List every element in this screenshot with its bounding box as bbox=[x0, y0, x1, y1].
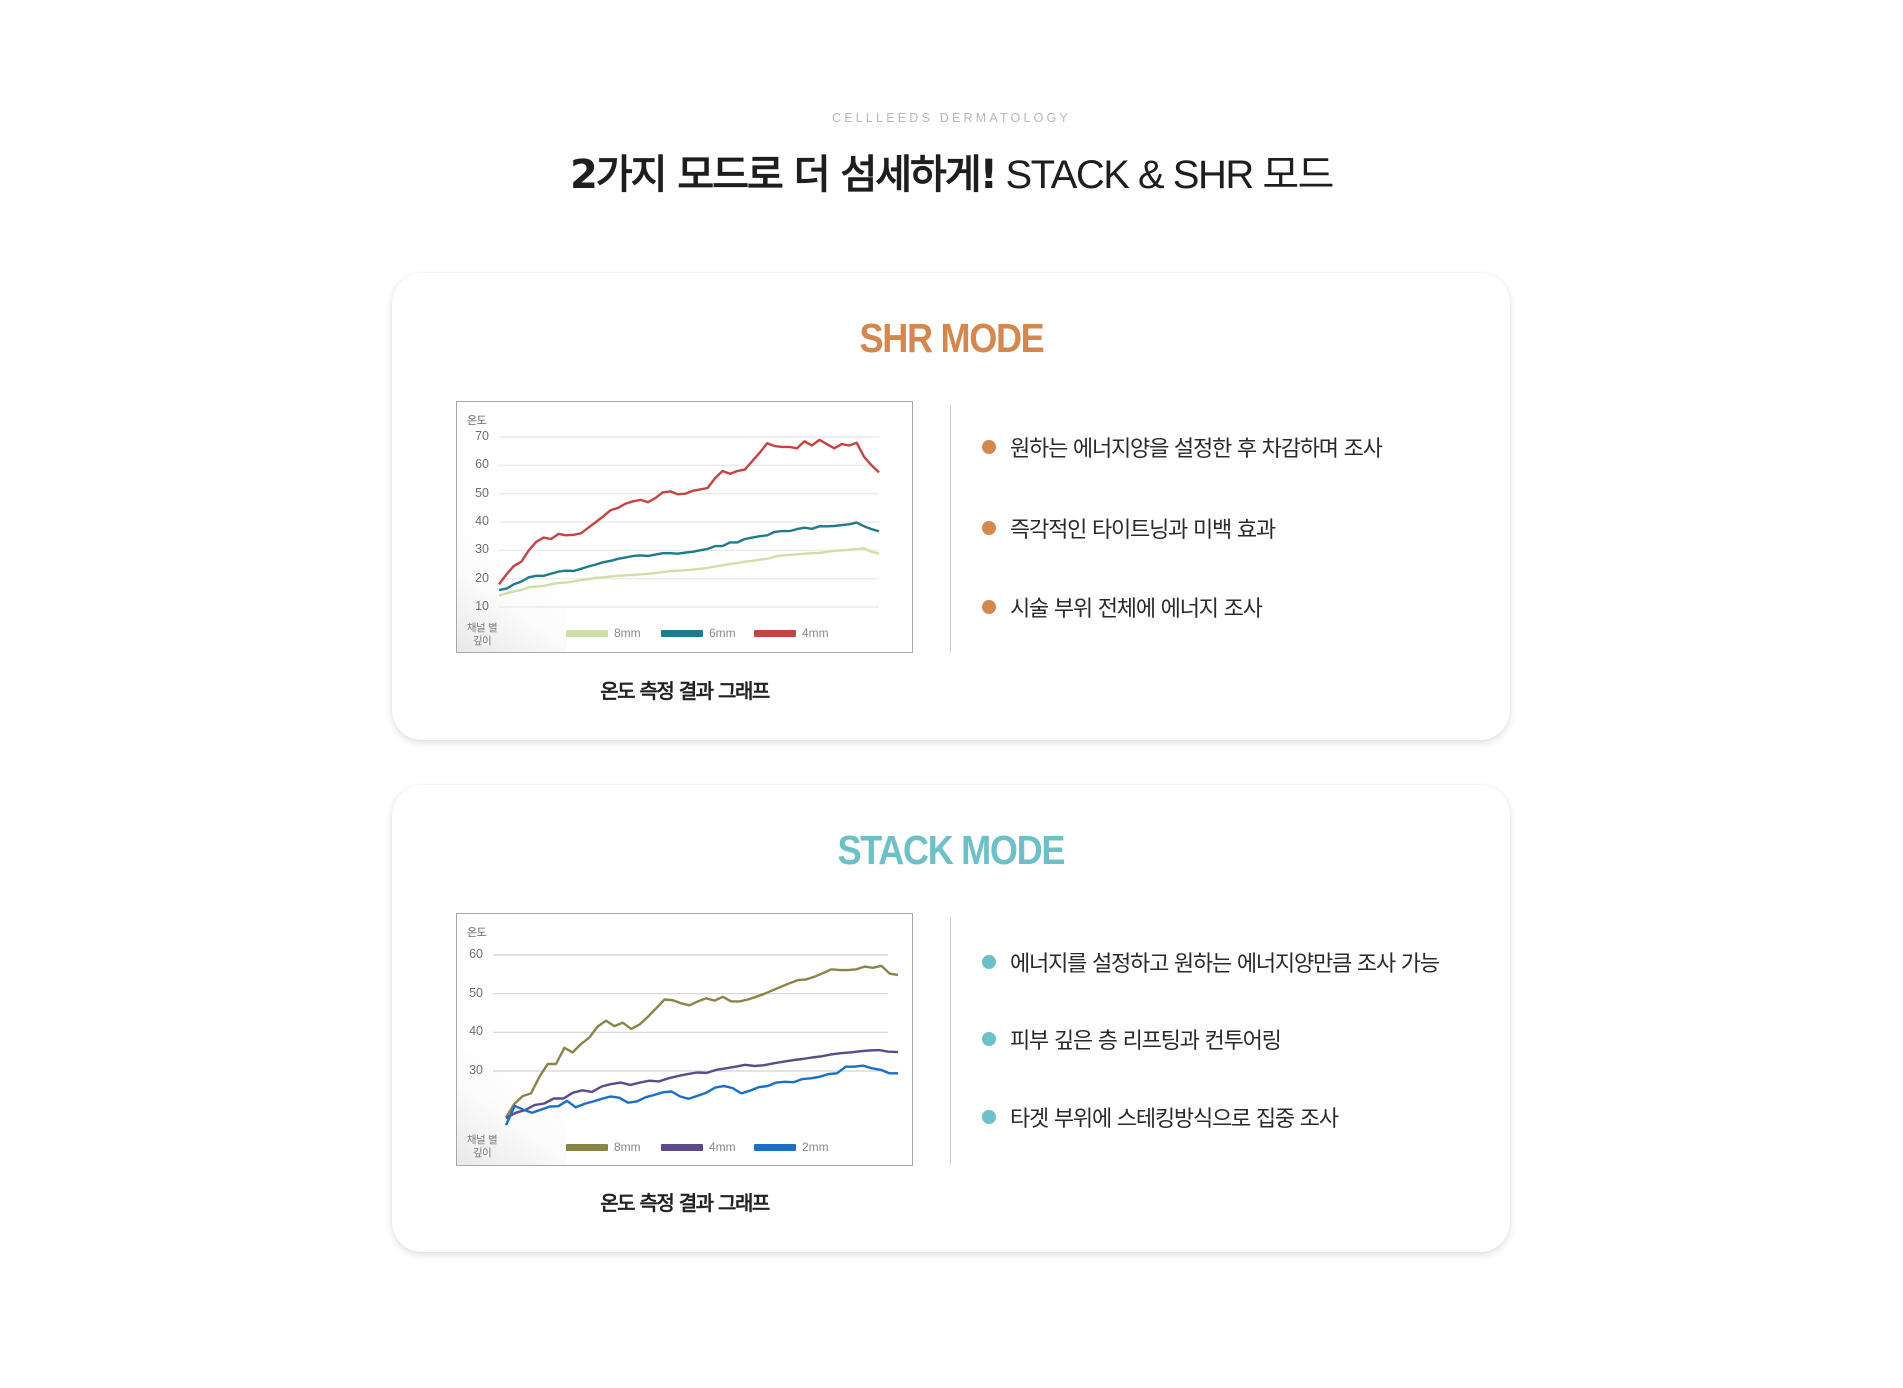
x-axis-title: 채널 별 깊이 bbox=[466, 1134, 498, 1159]
legend-label: 8mm bbox=[614, 1140, 641, 1154]
shr-mode-card: SHR MODE 온도 10 20 30 40 50 60 70 채널 별 깊이 8mm 6mm… bbox=[392, 273, 1510, 740]
legend-swatch-icon bbox=[566, 629, 608, 637]
legend-label: 8mm bbox=[614, 626, 641, 640]
y-tick-label: 40 bbox=[475, 514, 489, 528]
legend-item: 8mm bbox=[566, 626, 641, 640]
stack-mode-title: STACK MODE bbox=[392, 827, 1510, 873]
y-tick-label: 60 bbox=[475, 457, 489, 472]
y-tick-label: 30 bbox=[469, 1063, 483, 1077]
feature-item: 시술 부위 전체에 에너지 조사 bbox=[982, 592, 1263, 622]
feature-item: 에너지를 설정하고 원하는 에너지양만큼 조사 가능 bbox=[982, 947, 1440, 977]
divider bbox=[950, 405, 951, 653]
feature-item: 피부 깊은 층 리프팅과 컨투어링 bbox=[982, 1024, 1282, 1054]
series-line-6mm bbox=[498, 521, 880, 592]
legend-item: 4mm bbox=[754, 626, 829, 640]
y-tick-label: 20 bbox=[475, 570, 489, 585]
chart-shade bbox=[457, 522, 567, 652]
legend-item: 4mm bbox=[661, 1140, 736, 1154]
brand-eyebrow: CELLLEEDS DERMATOLOGY bbox=[831, 111, 1071, 125]
shr-mode-title-text: SHR MODE bbox=[859, 315, 1044, 361]
bullet-dot-icon bbox=[982, 1110, 996, 1124]
shr-temperature-chart: 온도 10 20 30 40 50 60 70 채널 별 깊이 8mm 6mm 4mm bbox=[456, 401, 913, 653]
bullet-dot-icon bbox=[982, 521, 996, 535]
feature-text: 즉각적인 타이트닝과 미백 효과 bbox=[1010, 518, 1276, 543]
legend-label: 6mm bbox=[709, 626, 736, 640]
shr-chart-plot bbox=[498, 436, 880, 608]
shr-chart-caption: 온도 측정 결과 그래프 bbox=[600, 679, 770, 703]
feature-text: 시술 부위 전체에 에너지 조사 bbox=[1010, 597, 1263, 622]
page-title: 2가지 모드로 더 섬세하게! STACK & SHR 모드 bbox=[0, 150, 1903, 200]
stack-mode-card: STACK MODE 온도 30 40 50 60 채널 별 깊이 8mm 4mm 2mm … bbox=[392, 785, 1510, 1252]
legend-label: 4mm bbox=[709, 1140, 736, 1154]
y-tick-label: 50 bbox=[475, 485, 489, 500]
feature-text: 원하는 에너지양을 설정한 후 차감하며 조사 bbox=[1010, 437, 1383, 462]
feature-text: 피부 깊은 층 리프팅과 컨투어링 bbox=[1010, 1029, 1282, 1054]
stack-chart-caption: 온도 측정 결과 그래프 bbox=[600, 1191, 770, 1215]
legend-item: 8mm bbox=[566, 1140, 641, 1154]
legend-item: 2mm bbox=[754, 1140, 829, 1154]
y-tick-label: 60 bbox=[469, 947, 483, 961]
feature-item: 즉각적인 타이트닝과 미백 효과 bbox=[982, 513, 1276, 543]
feature-item: 원하는 에너지양을 설정한 후 차감하며 조사 bbox=[982, 432, 1383, 462]
y-tick-label: 30 bbox=[475, 542, 489, 557]
y-tick-label: 50 bbox=[469, 985, 483, 1000]
stack-temperature-chart: 온도 30 40 50 60 채널 별 깊이 8mm 4mm 2mm bbox=[456, 913, 913, 1166]
page-title-light: STACK & SHR 모드 bbox=[995, 153, 1335, 197]
y-tick-label: 70 bbox=[475, 429, 489, 443]
page-title-bold: 2가지 모드로 더 섬세하게! bbox=[570, 152, 998, 198]
legend-swatch-icon bbox=[661, 1143, 703, 1151]
y-tick-label: 40 bbox=[469, 1024, 483, 1039]
feature-text: 타겟 부위에 스테킹방식으로 집중 조사 bbox=[1010, 1107, 1339, 1132]
legend-item: 6mm bbox=[661, 626, 736, 640]
legend-swatch-icon bbox=[566, 1143, 608, 1151]
legend-label: 4mm bbox=[802, 626, 829, 640]
divider bbox=[950, 917, 951, 1165]
stack-chart-plot bbox=[493, 954, 899, 1126]
legend-label: 2mm bbox=[802, 1140, 829, 1154]
bullet-dot-icon bbox=[982, 1032, 996, 1046]
bullet-dot-icon bbox=[982, 955, 996, 969]
feature-item: 타겟 부위에 스테킹방식으로 집중 조사 bbox=[982, 1102, 1339, 1132]
stack-mode-title-text: STACK MODE bbox=[837, 827, 1066, 873]
bullet-dot-icon bbox=[982, 600, 996, 614]
bullet-dot-icon bbox=[982, 440, 996, 454]
legend-swatch-icon bbox=[661, 629, 703, 637]
series-line-4mm bbox=[498, 438, 880, 586]
y-axis-title: 온도 bbox=[467, 926, 487, 939]
series-line-8mm bbox=[498, 547, 880, 597]
x-axis-title: 채널 별 깊이 bbox=[466, 622, 498, 647]
legend-swatch-icon bbox=[754, 629, 796, 637]
series-line-4mm bbox=[505, 1048, 899, 1120]
series-line-2mm bbox=[504, 1064, 898, 1126]
feature-text: 에너지를 설정하고 원하는 에너지양만큼 조사 가능 bbox=[1010, 952, 1440, 977]
y-tick-label: 10 bbox=[475, 599, 489, 613]
legend-swatch-icon bbox=[754, 1143, 796, 1151]
series-line-8mm bbox=[504, 964, 899, 1119]
y-axis-title: 온도 bbox=[467, 414, 487, 427]
shr-mode-title: SHR MODE bbox=[392, 315, 1510, 361]
